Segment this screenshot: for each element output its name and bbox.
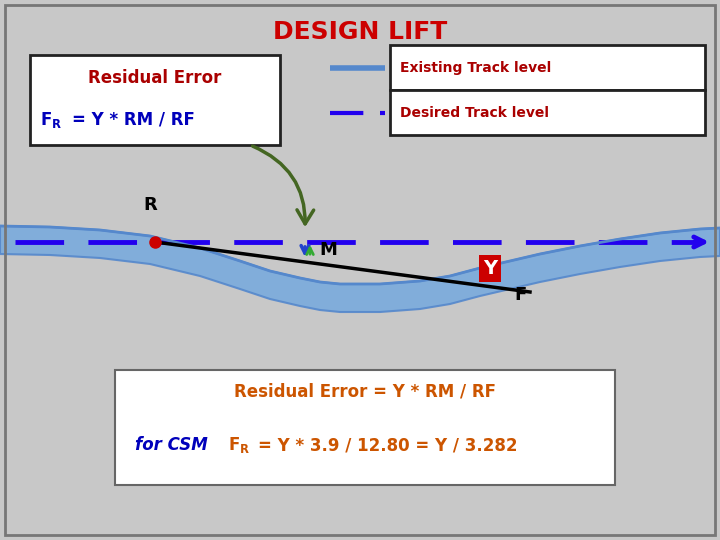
Text: R: R [143,196,157,214]
FancyBboxPatch shape [390,90,705,135]
Text: $\mathbf{F_R}$: $\mathbf{F_R}$ [228,435,251,455]
Text: = Y * 3.9 / 12.80 = Y / 3.282: = Y * 3.9 / 12.80 = Y / 3.282 [258,436,518,454]
FancyBboxPatch shape [30,55,280,145]
Text: for CSM: for CSM [135,436,208,454]
Text: Existing Track level: Existing Track level [400,61,552,75]
Text: Desired Track level: Desired Track level [400,106,549,120]
FancyBboxPatch shape [115,370,615,485]
FancyArrowPatch shape [253,146,314,224]
FancyBboxPatch shape [390,45,705,90]
Text: F: F [514,286,526,303]
Text: Residual Error = Y * RM / RF: Residual Error = Y * RM / RF [234,383,496,401]
Text: = Y * RM / RF: = Y * RM / RF [72,111,195,129]
Text: Residual Error: Residual Error [89,69,222,87]
Text: Y: Y [483,259,497,278]
Text: M: M [319,241,337,259]
Text: $\mathbf{F_R}$: $\mathbf{F_R}$ [40,110,62,130]
Polygon shape [0,226,720,312]
Text: DESIGN LIFT: DESIGN LIFT [273,20,447,44]
